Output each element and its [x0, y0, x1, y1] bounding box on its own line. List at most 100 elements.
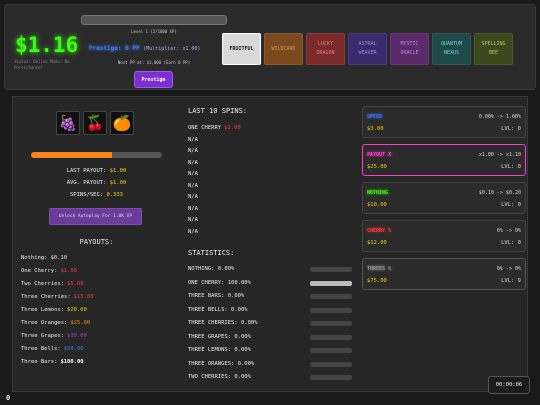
upgrade-card[interactable]: NOTHING $0.10 -> $0.20 $10.00 LVL: 0 [362, 182, 526, 214]
upgrade-card[interactable]: CHERRY % 0% -> 0% $12.00 LVL: 0 [362, 220, 526, 252]
payout-label: Three Bars: [21, 359, 58, 365]
spin-row: N/A [188, 183, 198, 189]
upgrade-card[interactable]: SPEED 0.00% -> 1.00% $3.00 LVL: 0 [362, 106, 526, 138]
payout-value: $0.10 [50, 255, 68, 261]
spin-row: N/A [188, 171, 198, 177]
upgrade-name: SPEED [367, 114, 383, 120]
unlock-autoplay-button[interactable]: Unlock Autoplay For 1.0K XP [49, 208, 142, 225]
payout-row: Three Grapes: $30.00 [21, 333, 87, 339]
slot-reels: 🍇 🍒 🍊 [56, 111, 134, 135]
payout-label: Nothing: [21, 255, 48, 261]
payout-label: Three Bells: [21, 346, 61, 352]
statistic-bar [310, 280, 352, 286]
payout-label: Three Cherries: [21, 294, 71, 300]
last-payout-value: $1.00 [109, 168, 127, 174]
prestige-button[interactable]: Prestige [134, 71, 173, 88]
theme-tab[interactable]: QUANTUM NEXUS [432, 33, 471, 65]
statistic-bar [310, 348, 352, 353]
upgrade-level: LVL: 9 [501, 278, 521, 284]
last-spins-title: LAST 10 SPINS: [188, 107, 248, 115]
upgrade-name: CHERRY % [367, 228, 392, 234]
spin-label: N/A [188, 171, 198, 177]
payout-label: One Cherry: [21, 268, 58, 274]
payout-label: Three Oranges: [21, 320, 68, 326]
statistic-bar [310, 267, 352, 272]
statistic-row: THREE GRAPES: 0.00% [188, 333, 251, 340]
statistic-bar [310, 294, 352, 299]
statistic-row: THREE BELLS: 0.00% [188, 306, 248, 313]
spin-row: N/A [188, 137, 198, 143]
prestige-multiplier: (Multiplier: x1.00) [143, 46, 201, 52]
reel-orange-icon: 🍊 [110, 111, 134, 135]
payout-value: $15.00 [73, 294, 94, 300]
payout-row: Three Lemons: $20.00 [21, 307, 87, 313]
theme-tab[interactable]: SPELLING BEE [474, 33, 513, 65]
upgrade-name: THREES % [367, 266, 392, 272]
spin-row: N/A [188, 206, 198, 212]
payout-value: $5.00 [67, 281, 84, 287]
statistic-row: THREE LEMONS: 0.00% [188, 347, 251, 353]
spin-label: N/A [188, 182, 198, 189]
payout-row: Three Cherries: $15.00 [21, 294, 94, 300]
upgrade-cost: $25.00 [367, 164, 387, 170]
payout-label: Three Grapes: [21, 333, 65, 339]
theme-tab[interactable]: ASTRAL WEAVER [348, 33, 387, 65]
theme-tab[interactable]: FRUITFUL [222, 33, 261, 65]
payout-value: $30.00 [67, 333, 87, 339]
payout-label: Two Cherries: [21, 281, 65, 287]
spin-label: N/A [188, 148, 198, 154]
payout-row: Three Oranges: $25.00 [21, 320, 90, 326]
spin-progress-bar [31, 152, 162, 158]
statistic-bar [310, 321, 352, 326]
statistic-row: THREE BARS: 0.00% [188, 293, 245, 299]
spin-label: N/A [188, 205, 198, 212]
payout-row: One Cherry: $1.00 [21, 268, 77, 274]
upgrade-multiplier: 0% -> 0% [496, 228, 521, 234]
statistic-row: ONE CHERRY: 100.00% [188, 279, 251, 286]
spins-per-sec-stat: SPINS/SEC: 0.333 [31, 192, 162, 198]
payout-value: $20.00 [67, 307, 87, 313]
upgrade-multiplier: 0% -> 0% [496, 266, 521, 272]
prestige-points: Prestige: 0 PP [89, 45, 140, 52]
statistic-bar [310, 334, 352, 340]
spin-label: N/A [188, 217, 198, 223]
spin-row: N/A [188, 217, 198, 223]
level-progress-bar [81, 15, 227, 25]
statistic-row: TWO CHERRIES: 0.00% [188, 374, 251, 380]
upgrade-card[interactable]: PAYOUT X x1.00 -> x1.10 $25.00 LVL: 0 [362, 144, 526, 176]
spin-row: N/A [188, 194, 198, 200]
upgrade-cost: $75.00 [367, 278, 387, 284]
spins-value: 0.333 [106, 192, 123, 198]
statistic-bar [310, 375, 352, 380]
payout-row: Three Bells: $50.00 [21, 346, 84, 352]
payout-value: $1.00 [60, 268, 77, 274]
statistic-bar [310, 361, 352, 367]
spin-label: N/A [188, 136, 198, 143]
spin-row: N/A [188, 229, 198, 235]
spin-label: ONE CHERRY [188, 125, 222, 131]
spin-label: N/A [188, 194, 198, 200]
next-pp-text: Next PP at: $1,000 (Earn 0 PP) [117, 60, 191, 65]
statistic-row: THREE CHERRIES: 0.00% [188, 320, 258, 326]
session-timer: 00:00:06 [488, 376, 530, 394]
avg-payout-label: AVG. PAYOUT: [66, 180, 107, 186]
status-text: Status: Online Mode: No Persistence! [14, 59, 70, 70]
prestige-info: Prestige: 0 PP (Multiplier: x1.00) [89, 45, 219, 52]
last-payout-label: LAST PAYOUT: [66, 168, 107, 174]
theme-tab[interactable]: LUCKY DRAGON [306, 33, 345, 65]
payouts-title: PAYOUTS: [79, 238, 114, 246]
statistics-title: STATISTICS: [188, 249, 235, 257]
spin-value: $1.00 [224, 125, 241, 131]
upgrade-multiplier: 0.00% -> 1.00% [478, 114, 521, 120]
corner-counter: 0 [6, 394, 11, 402]
upgrade-card[interactable]: THREES % 0% -> 0% $75.00 LVL: 9 [362, 258, 526, 290]
upgrade-multiplier: $0.10 -> $0.20 [478, 190, 521, 196]
money-display: $1.16 [15, 33, 79, 57]
theme-tab[interactable]: WILDCARD [264, 33, 303, 65]
spin-row: N/A [188, 160, 198, 166]
spin-progress-fill [31, 152, 113, 158]
payout-row: Three Bars: $100.00 [21, 359, 84, 365]
statistic-bar [310, 307, 352, 313]
theme-tab[interactable]: MYSTIC ORACLE [390, 33, 429, 65]
spin-row: N/A [188, 148, 198, 154]
